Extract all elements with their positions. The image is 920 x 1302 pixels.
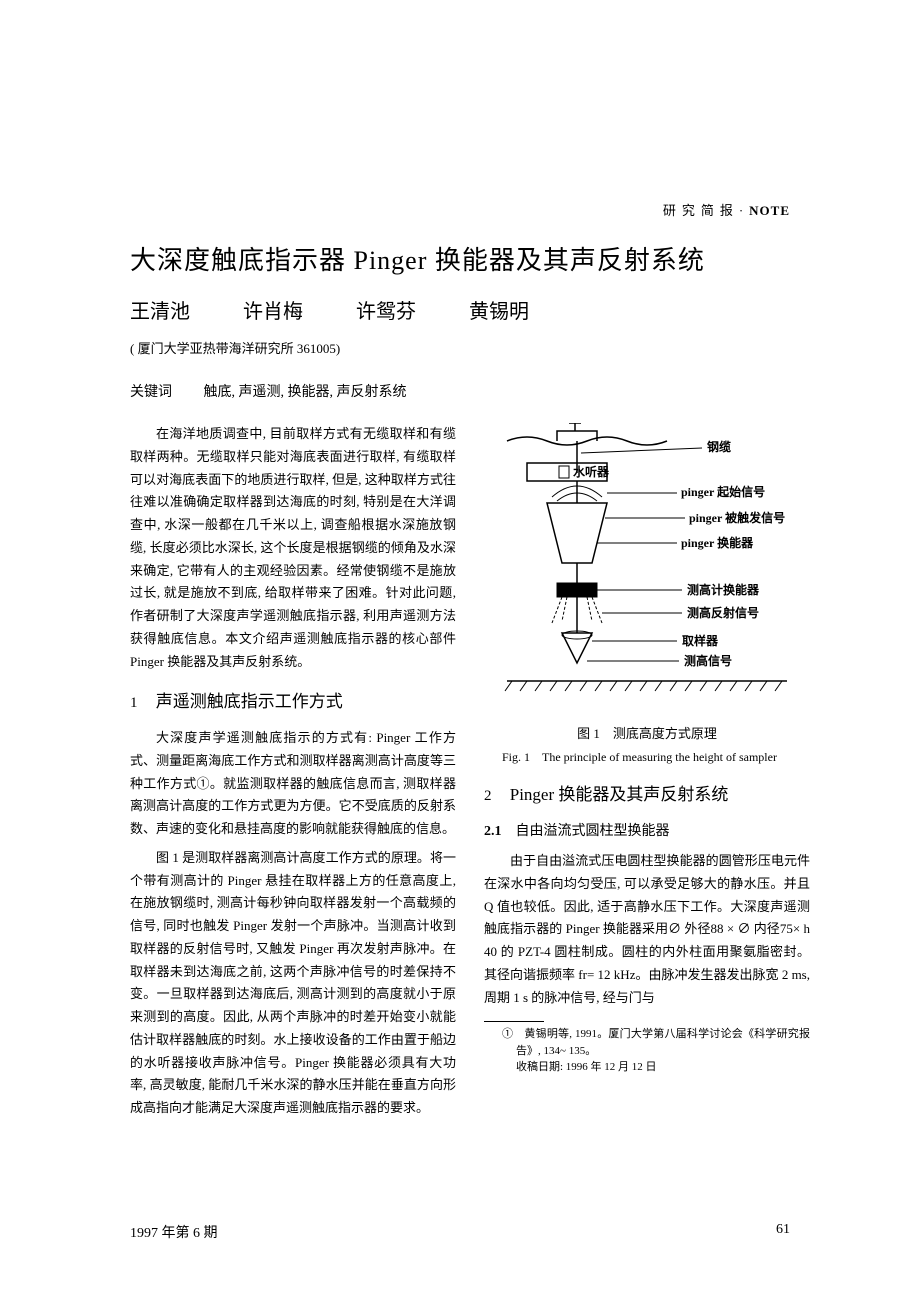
author-1: 王清池 — [130, 301, 190, 323]
section-1-title: 声遥测触底指示工作方式 — [156, 692, 343, 711]
note-en: NOTE — [749, 203, 790, 218]
figure-1-caption-cn: 图 1 测底高度方式原理 — [484, 723, 810, 746]
affiliation: ( 厦门大学亚热带海洋研究所 361005) — [130, 338, 810, 357]
figure-1-svg: 钢缆 水听器 pinger 起始信号 pinger 被触发信号 pinger 换… — [497, 423, 797, 713]
fig-label-hydrophone: 水听器 — [573, 464, 610, 479]
fig-label-pinger-transducer: pinger 换能器 — [681, 535, 754, 550]
section-2-1-title: 自由溢流式圆柱型换能器 — [516, 824, 670, 839]
fig-label-altimeter-transducer: 测高计换能器 — [687, 582, 760, 597]
section-2-num: 2 — [484, 788, 492, 804]
section-2-title: Pinger 换能器及其声反射系统 — [510, 785, 729, 804]
section-1-p1: 大深度声学遥测触底指示的方式有: Pinger 工作方式、测量距离海底工作方式和… — [130, 727, 456, 841]
page-footer: 1997 年第 6 期 61 — [130, 1222, 790, 1242]
author-3: 许鸳芬 — [356, 301, 416, 323]
figure-1-caption-en: Fig. 1 The principle of measuring the he… — [502, 748, 810, 766]
footer-left: 1997 年第 6 期 — [130, 1222, 218, 1242]
author-list: 王清池 许肖梅 许鸳芬 黄锡明 — [130, 295, 810, 324]
section-2-heading: 2 Pinger 换能器及其声反射系统 — [484, 780, 810, 810]
fig-label-cable: 钢缆 — [707, 439, 731, 454]
footnote-separator — [484, 1021, 544, 1022]
figure-1: 钢缆 水听器 pinger 起始信号 pinger 被触发信号 pinger 换… — [497, 423, 797, 713]
section-1-heading: 1 声遥测触底指示工作方式 — [130, 687, 456, 717]
footnote-2: 收稿日期: 1996 年 12 月 12 日 — [502, 1059, 810, 1076]
author-4: 黄锡明 — [469, 301, 529, 323]
paper-title: 大深度触底指示器 Pinger 换能器及其声反射系统 — [130, 240, 810, 277]
section-2-1-num: 2.1 — [484, 824, 502, 839]
intro-paragraph: 在海洋地质调查中, 目前取样方式有无缆取样和有缆取样两种。无缆取样只能对海底表面… — [130, 423, 456, 673]
footnote-1: ① 黄锡明等, 1991。厦门大学第八届科学讨论会《科学研究报告》, 134~ … — [502, 1026, 810, 1059]
left-column: 在海洋地质调查中, 目前取样方式有无缆取样和有缆取样两种。无缆取样只能对海底表面… — [130, 423, 456, 1126]
keywords-line: 关键词 触底, 声遥测, 换能器, 声反射系统 — [130, 381, 810, 401]
header-note: 研究简报·NOTE — [663, 200, 790, 219]
author-2: 许肖梅 — [243, 301, 303, 323]
section-2-1-p: 由于自由溢流式压电圆柱型换能器的圆管形压电元件在深水中各向均匀受压, 可以承受足… — [484, 850, 810, 1009]
section-1-num: 1 — [130, 695, 138, 711]
section-2-1-heading: 2.1 自由溢流式圆柱型换能器 — [484, 820, 810, 845]
keywords-text: 触底, 声遥测, 换能器, 声反射系统 — [204, 385, 407, 400]
paper-page: 研究简报·NOTE 大深度触底指示器 Pinger 换能器及其声反射系统 王清池… — [0, 0, 920, 1302]
fig-label-pinger-start: pinger 起始信号 — [681, 484, 765, 499]
two-column-body: 在海洋地质调查中, 目前取样方式有无缆取样和有缆取样两种。无缆取样只能对海底表面… — [130, 423, 810, 1126]
right-column: 钢缆 水听器 pinger 起始信号 pinger 被触发信号 pinger 换… — [484, 423, 810, 1126]
footer-right: 61 — [776, 1222, 790, 1242]
fig-label-sampler: 取样器 — [682, 633, 719, 648]
fig-label-pinger-trigger: pinger 被触发信号 — [689, 510, 785, 525]
section-1-p2: 图 1 是测取样器离测高计高度工作方式的原理。将一个带有测高计的 Pinger … — [130, 847, 456, 1120]
fig-label-altimeter-reflect: 测高反射信号 — [687, 605, 759, 620]
note-cn: 研究简报· — [663, 203, 749, 218]
keywords-label: 关键词 — [130, 385, 172, 400]
fig-label-altimeter-signal: 测高信号 — [684, 653, 732, 668]
